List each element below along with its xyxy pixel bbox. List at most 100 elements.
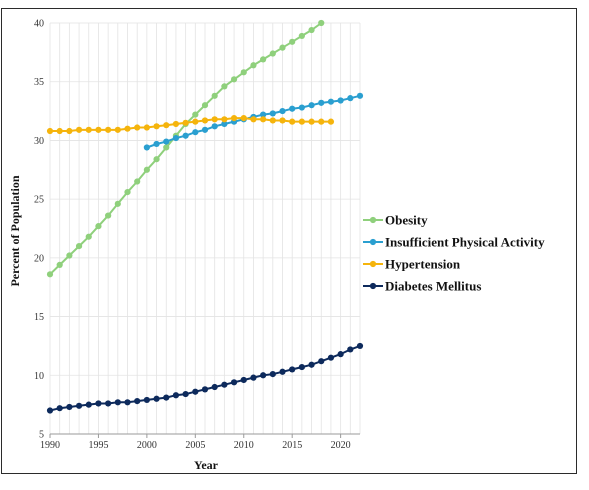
data-point-hypertension	[279, 117, 286, 124]
line-chart: 5 10 15 20 25 30 35 40 1990 1995 2000 2005 2010 2015 2…	[8, 19, 545, 473]
data-point-diabetes-mellitus	[95, 400, 102, 407]
series-diabetes-mellitus	[46, 342, 364, 414]
data-point-diabetes-mellitus	[308, 361, 315, 368]
data-point-obesity	[143, 166, 150, 173]
data-point-diabetes-mellitus	[182, 390, 189, 398]
data-point-diabetes-mellitus	[337, 351, 344, 358]
data-point-diabetes-mellitus	[221, 381, 228, 388]
data-point-insufficient-physical-activity	[289, 105, 296, 112]
data-point-insufficient-physical-activity	[192, 129, 199, 136]
data-point-hypertension	[114, 126, 121, 133]
data-point-hypertension	[134, 124, 141, 131]
data-point-obesity	[240, 69, 247, 76]
y-tick-label: 35	[34, 77, 44, 88]
x-tick-label: 2000	[137, 440, 157, 451]
data-point-obesity	[318, 19, 325, 27]
data-point-obesity	[85, 233, 92, 240]
data-point-obesity	[211, 92, 218, 99]
data-point-hypertension	[75, 126, 83, 133]
data-point-diabetes-mellitus	[318, 358, 325, 365]
data-point-insufficient-physical-activity	[211, 123, 218, 130]
x-tick-label: 2020	[331, 440, 351, 451]
data-point-diabetes-mellitus	[56, 405, 63, 412]
y-tick-label: 20	[34, 253, 44, 264]
data-point-diabetes-mellitus	[46, 407, 54, 414]
data-point-diabetes-mellitus	[269, 371, 276, 378]
data-point-hypertension	[143, 124, 150, 131]
data-point-obesity	[221, 83, 228, 90]
data-point-obesity	[250, 62, 257, 69]
data-point-hypertension	[46, 127, 54, 135]
data-point-diabetes-mellitus	[114, 399, 121, 406]
legend-label: Hypertension	[385, 257, 461, 272]
data-point-hypertension	[163, 122, 170, 129]
data-point-obesity	[134, 178, 141, 185]
data-point-insufficient-physical-activity	[182, 132, 189, 139]
data-point-hypertension	[221, 116, 228, 123]
data-point-insufficient-physical-activity	[279, 107, 286, 115]
data-point-obesity	[192, 111, 199, 118]
legend-item-diabetes-mellitus: Diabetes Mellitus	[363, 279, 481, 294]
data-point-insufficient-physical-activity	[172, 134, 180, 142]
data-point-obesity	[46, 271, 54, 278]
data-point-obesity	[279, 44, 286, 51]
data-point-hypertension	[269, 117, 276, 124]
y-tick-label: 10	[34, 371, 44, 382]
data-point-hypertension	[327, 118, 335, 125]
y-tick-label: 5	[39, 430, 44, 441]
data-point-obesity	[289, 38, 296, 45]
legend-label: Diabetes Mellitus	[385, 279, 481, 294]
data-point-obesity	[105, 212, 112, 219]
data-point-diabetes-mellitus	[298, 363, 305, 371]
data-point-obesity	[95, 223, 102, 230]
legend-item-insufficient-physical-activity: Insufficient Physical Activity	[363, 235, 545, 250]
data-point-hypertension	[192, 118, 199, 125]
data-point-hypertension	[153, 123, 160, 130]
chart-frame: 5 10 15 20 25 30 35 40 1990 1995 2000 2005 2010 2015 2…	[1, 8, 577, 474]
data-point-insufficient-physical-activity	[201, 126, 209, 133]
data-point-insufficient-physical-activity	[298, 104, 305, 111]
data-point-hypertension	[260, 116, 267, 123]
data-point-obesity	[230, 76, 238, 83]
data-point-diabetes-mellitus	[347, 346, 354, 353]
data-point-obesity	[114, 200, 121, 207]
data-point-insufficient-physical-activity	[337, 97, 344, 104]
data-point-diabetes-mellitus	[143, 396, 150, 404]
legend-label: Obesity	[385, 213, 428, 228]
x-tick-label: 2005	[185, 440, 205, 451]
x-tick-label: 1990	[40, 440, 60, 451]
legend-marker	[369, 282, 377, 290]
data-point-diabetes-mellitus	[240, 376, 247, 384]
data-point-diabetes-mellitus	[192, 388, 199, 395]
data-point-obesity	[308, 26, 315, 34]
data-point-hypertension	[201, 117, 209, 124]
series-hypertension	[46, 115, 335, 135]
data-point-hypertension	[308, 118, 315, 125]
data-point-insufficient-physical-activity	[153, 140, 160, 148]
legend-marker	[369, 216, 377, 224]
data-point-diabetes-mellitus	[260, 372, 267, 379]
data-point-obesity	[66, 252, 73, 259]
legend-marker	[369, 238, 377, 246]
legend-item-hypertension: Hypertension	[363, 257, 461, 272]
data-point-hypertension	[298, 118, 305, 125]
data-point-insufficient-physical-activity	[347, 95, 354, 102]
y-tick-label: 30	[34, 136, 44, 147]
data-point-hypertension	[95, 126, 102, 133]
grid	[49, 22, 361, 435]
data-point-hypertension	[289, 118, 296, 125]
legend-label: Insufficient Physical Activity	[385, 235, 545, 250]
data-point-hypertension	[105, 126, 112, 133]
data-point-diabetes-mellitus	[356, 342, 364, 350]
y-tick-label: 15	[34, 312, 44, 323]
x-tick-label: 2015	[282, 440, 302, 451]
x-axis-title: Year	[194, 458, 219, 472]
data-point-insufficient-physical-activity	[308, 102, 315, 109]
data-point-obesity	[56, 261, 63, 269]
data-point-insufficient-physical-activity	[269, 110, 276, 117]
y-tick-label: 25	[34, 195, 44, 206]
data-point-hypertension	[250, 116, 257, 123]
axes: 5 10 15 20 25 30 35 40 1990 1995 2000 2005 2010 2015 2…	[34, 19, 360, 451]
data-point-diabetes-mellitus	[75, 402, 83, 409]
data-point-insufficient-physical-activity	[327, 98, 335, 105]
